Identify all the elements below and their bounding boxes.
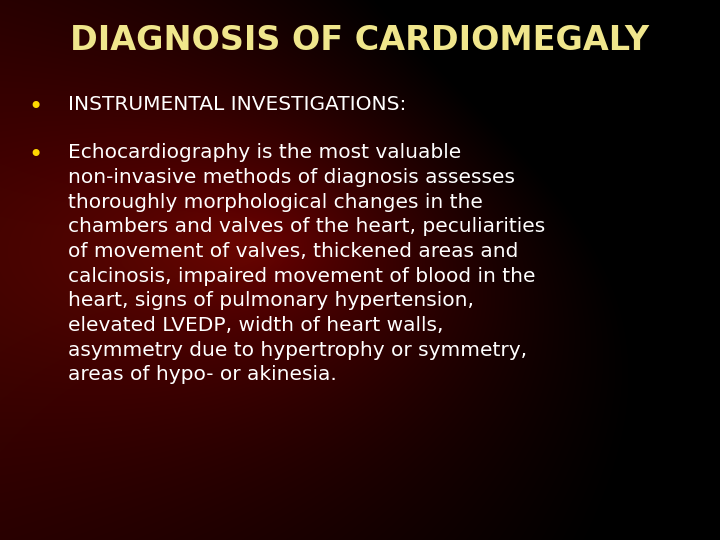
Text: Echocardiography is the most valuable
non-invasive methods of diagnosis assesses: Echocardiography is the most valuable no… [68,143,546,384]
Text: DIAGNOSIS OF CARDIOMEGALY: DIAGNOSIS OF CARDIOMEGALY [71,24,649,57]
Text: •: • [29,94,43,118]
Text: INSTRUMENTAL INVESTIGATIONS:: INSTRUMENTAL INVESTIGATIONS: [68,94,407,113]
Text: •: • [29,143,43,167]
